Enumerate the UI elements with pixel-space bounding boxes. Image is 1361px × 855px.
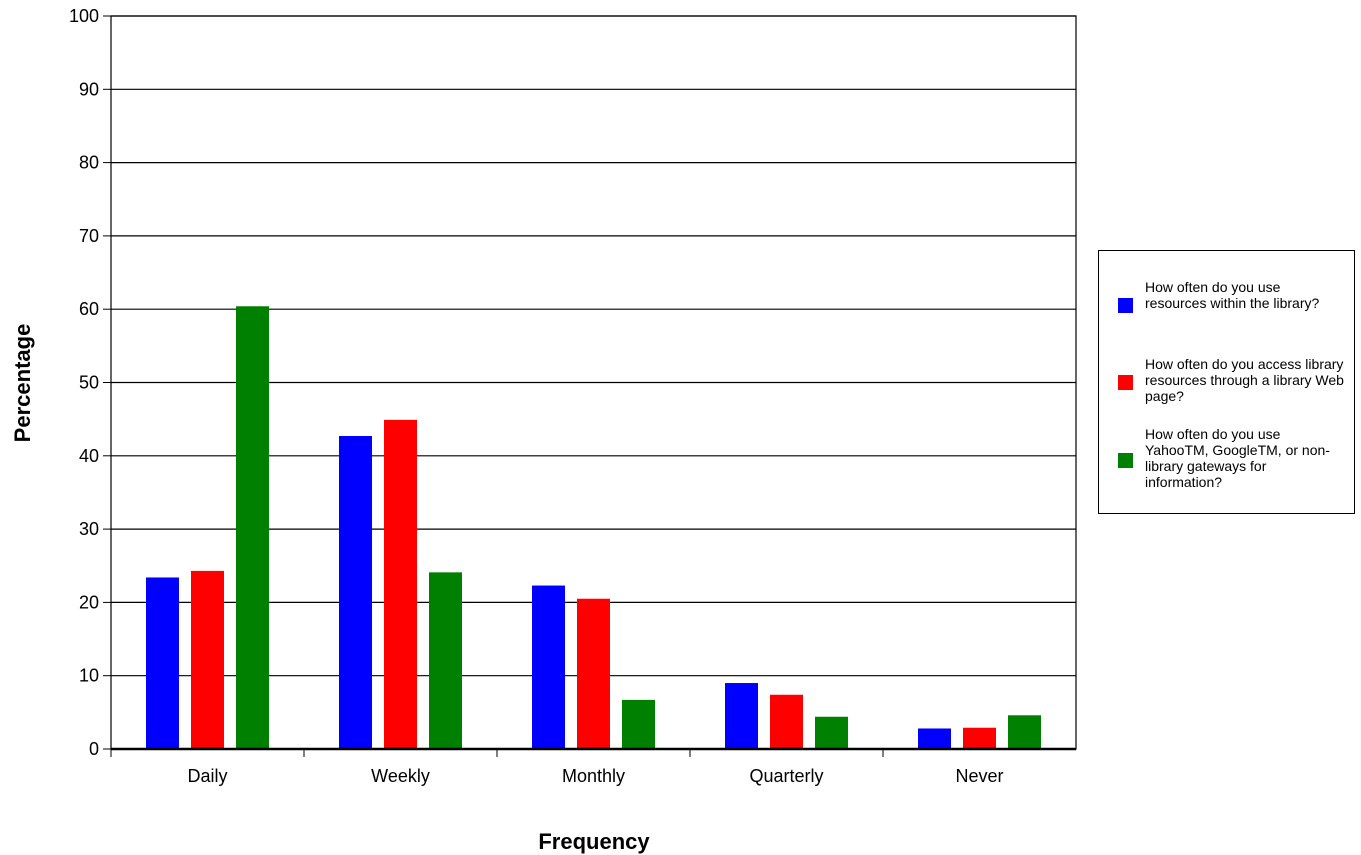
y-tick-label: 10 — [79, 666, 99, 686]
bars — [146, 306, 1041, 749]
axes — [103, 15, 1077, 757]
legend-swatch-series-1 — [1118, 298, 1133, 313]
legend-label-series-1: How often do you use resources within th… — [1145, 279, 1320, 311]
legend-label-series-2: How often do you access library resource… — [1145, 356, 1344, 404]
bar-monthly-series-1 — [532, 585, 565, 749]
y-tick-label: 80 — [79, 153, 99, 173]
bar-monthly-series-3 — [622, 699, 655, 749]
y-tick-label: 0 — [89, 739, 99, 759]
bar-daily-series-1 — [146, 577, 179, 749]
y-tick-label: 40 — [79, 446, 99, 466]
y-tick-label: 70 — [79, 226, 99, 246]
bar-daily-series-2 — [191, 570, 224, 749]
y-tick-label: 30 — [79, 519, 99, 539]
y-tick-label: 20 — [79, 592, 99, 612]
bar-never-series-1 — [918, 728, 951, 749]
x-tick-label: Weekly — [371, 766, 430, 786]
legend-swatch-series-2 — [1118, 375, 1133, 390]
x-tick-label: Never — [955, 766, 1003, 786]
bar-monthly-series-2 — [577, 598, 610, 749]
legend-label-series-3: How often do you use YahooTM, GoogleTM, … — [1145, 426, 1330, 490]
y-tick-label: 50 — [79, 373, 99, 393]
bar-quarterly-series-3 — [815, 716, 848, 749]
bar-never-series-3 — [1008, 715, 1041, 749]
bar-weekly-series-1 — [339, 436, 372, 749]
y-axis-title: Percentage — [10, 324, 35, 443]
bar-weekly-series-2 — [384, 419, 417, 749]
bar-daily-series-3 — [236, 306, 269, 749]
bar-quarterly-series-2 — [770, 694, 803, 749]
bar-weekly-series-3 — [429, 572, 462, 749]
legend-swatch-series-3 — [1118, 453, 1133, 468]
x-tick-label: Daily — [187, 766, 227, 786]
bar-quarterly-series-1 — [725, 683, 758, 749]
y-tick-label: 90 — [79, 79, 99, 99]
legend: How often do you use resources within th… — [1098, 250, 1355, 514]
x-tick-label: Monthly — [562, 766, 625, 786]
x-tick-label: Quarterly — [749, 766, 823, 786]
y-tick-label: 60 — [79, 299, 99, 319]
x-axis-title: Frequency — [538, 829, 650, 854]
x-tick-labels: Daily Weekly Monthly Quarterly Never — [187, 766, 1003, 786]
y-tick-label: 100 — [69, 6, 99, 26]
y-tick-labels: 0 10 20 30 40 50 60 70 80 90 100 — [69, 6, 99, 759]
bar-never-series-2 — [963, 727, 996, 749]
